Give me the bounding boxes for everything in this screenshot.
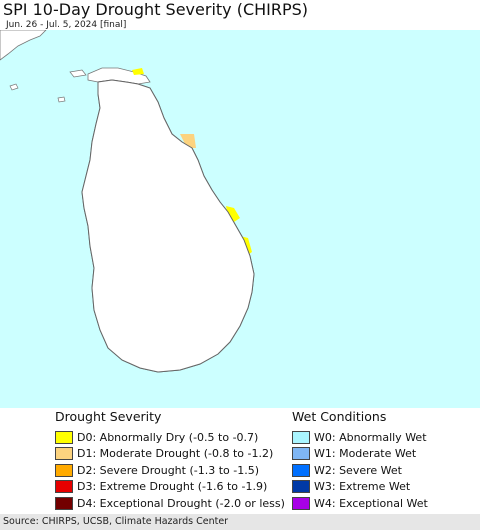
legend-label-w4: W4: Exceptional Wet (314, 496, 428, 510)
legend-item-w0: W0: Abnormally Wet (292, 429, 428, 445)
legend-item-d2: D2: Severe Drought (-1.3 to -1.5) (55, 462, 285, 478)
source-credit: Source: CHIRPS, UCSB, Climate Hazards Ce… (3, 516, 229, 527)
swatch-d0 (55, 430, 73, 444)
map-subtitle: Jun. 26 - Jul. 5, 2024 [final] (6, 20, 127, 30)
drought-legend-heading: Drought Severity (55, 409, 162, 424)
wet-legend-heading: Wet Conditions (292, 409, 387, 424)
swatch-w0 (292, 430, 310, 444)
swatch-d2 (55, 463, 73, 477)
island (9, 83, 19, 91)
swatch-d1 (55, 447, 73, 460)
legend-item-d0: D0: Abnormally Dry (-0.5 to -0.7) (55, 429, 285, 445)
legend: Drought Severity D0: Abnormally Dry (-0.… (0, 408, 480, 514)
legend-label-w1: W1: Moderate Wet (314, 447, 417, 460)
swatch-d4 (55, 496, 73, 510)
wet-legend: Wet Conditions W0: Abnormally Wet W1: Mo… (292, 408, 428, 512)
legend-item-w3: W3: Extreme Wet (292, 479, 428, 495)
drought-legend: Drought Severity D0: Abnormally Dry (-0.… (55, 408, 285, 512)
footer: Source: CHIRPS, UCSB, Climate Hazards Ce… (0, 514, 480, 530)
legend-item-d4: D4: Exceptional Drought (-2.0 or less) (55, 495, 285, 511)
swatch-w2 (292, 463, 310, 477)
island (69, 69, 87, 78)
legend-label-d0: D0: Abnormally Dry (-0.5 to -0.7) (77, 430, 259, 444)
sri-lanka-map (0, 30, 255, 373)
map-title: SPI 10-Day Drought Severity (CHIRPS) (3, 0, 309, 19)
legend-label-d2: D2: Severe Drought (-1.3 to -1.5) (77, 463, 260, 477)
legend-label-d3: D3: Extreme Drought (-1.6 to -1.9) (77, 480, 268, 493)
legend-label-d1: D1: Moderate Drought (-0.8 to -1.2) (77, 447, 274, 460)
legend-item-d3: D3: Extreme Drought (-1.6 to -1.9) (55, 479, 285, 495)
island (57, 96, 66, 103)
d0-patch (226, 206, 240, 222)
india-coast (0, 30, 47, 61)
swatch-w1 (292, 447, 310, 460)
swatch-d3 (55, 480, 73, 493)
legend-item-w1: W1: Moderate Wet (292, 446, 428, 462)
d0-patch (132, 68, 144, 75)
d1-patch (180, 134, 196, 148)
swatch-w4 (292, 496, 310, 510)
jaffna-peninsula (87, 67, 151, 85)
legend-item-d1: D1: Moderate Drought (-0.8 to -1.2) (55, 446, 285, 462)
map-area (0, 30, 480, 408)
legend-item-w2: W2: Severe Wet (292, 462, 428, 478)
legend-label-d4: D4: Exceptional Drought (-2.0 or less) (77, 496, 285, 510)
legend-label-w2: W2: Severe Wet (314, 463, 402, 477)
legend-item-w4: W4: Exceptional Wet (292, 495, 428, 511)
legend-label-w0: W0: Abnormally Wet (314, 430, 427, 444)
swatch-w3 (292, 480, 310, 493)
legend-label-w3: W3: Extreme Wet (314, 480, 411, 493)
